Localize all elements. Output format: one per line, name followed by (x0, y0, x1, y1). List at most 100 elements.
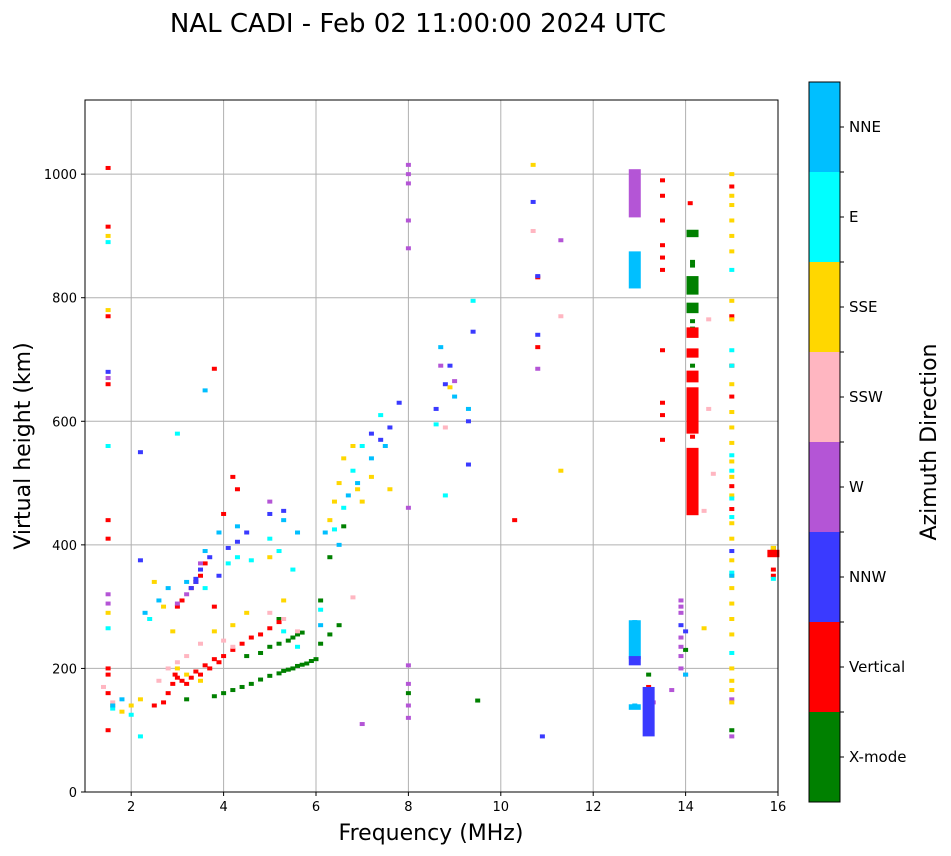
echo-point-vertical (202, 561, 208, 566)
echo-point-nnw (188, 586, 194, 591)
echo-point-w (184, 592, 190, 597)
colorbar-tick-label: X-mode (849, 748, 906, 766)
echo-point-nnw (281, 508, 287, 513)
echo-point-nne (438, 345, 444, 350)
echo-point-nnw (137, 558, 143, 563)
x-tick-label: 4 (219, 800, 227, 815)
echo-point-x-mode (230, 688, 236, 693)
chart-title: NAL CADI - Feb 02 11:00:00 2024 UTC (170, 9, 666, 39)
echo-point-vertical (729, 314, 735, 319)
echo-point-nnw (234, 539, 240, 544)
echo-point-vertical (105, 382, 111, 387)
echo-point-nnw (433, 406, 439, 411)
echo-point-nne (355, 481, 361, 486)
colorbar-label: Azimuth Direction (917, 343, 942, 540)
echo-point-e (433, 422, 439, 427)
echo-point-sse (729, 586, 735, 591)
echo-point-e (295, 644, 301, 649)
echo-point-vertical (161, 700, 167, 705)
echo-point-sse (729, 233, 735, 238)
echo-point-w (359, 722, 365, 727)
echo-point-sse (336, 481, 342, 486)
echo-point-nnw (539, 734, 545, 739)
echo-point-vertical (105, 314, 111, 319)
echo-point-vertical (193, 669, 199, 674)
echo-point-e (350, 468, 356, 473)
echo-point-nne (465, 406, 471, 411)
colorbar-segment (809, 622, 840, 712)
plot-area (100, 162, 780, 739)
echo-point-x-mode (318, 641, 324, 646)
echo-point-e (331, 527, 337, 532)
colorbar-segment (809, 442, 840, 532)
echo-point-x-mode (313, 657, 319, 662)
echo-point-ssw (174, 660, 180, 665)
echo-band-vertical (686, 327, 699, 338)
echo-point-sse (281, 598, 287, 603)
echo-point-x-mode (258, 677, 264, 682)
y-tick-label: 200 (52, 662, 77, 677)
echo-point-sse (729, 425, 735, 430)
echo-point-e (267, 536, 273, 541)
echo-point-e (105, 626, 111, 631)
echo-point-w (105, 592, 111, 597)
echo-point-vertical (216, 660, 222, 665)
echo-point-e (359, 444, 365, 448)
echo-band-vertical (686, 370, 699, 383)
echo-point-e (442, 493, 448, 498)
echo-band-vertical (686, 447, 699, 516)
echo-point-sse (729, 440, 735, 445)
echo-point-nnw (729, 549, 735, 554)
echo-point-sse (770, 545, 776, 550)
echo-point-nne (110, 703, 116, 708)
colorbar-segment (809, 532, 840, 622)
echo-point-nne (156, 598, 162, 603)
colorbar-tick-label: SSE (849, 298, 878, 316)
echo-point-vertical (105, 691, 111, 696)
echo-point-vertical (174, 604, 180, 609)
echo-point-x-mode (248, 681, 254, 686)
echo-point-nnw (535, 332, 541, 337)
echo-point-vertical (105, 728, 111, 733)
echo-point-sse (137, 697, 143, 702)
echo-point-ssw (710, 471, 716, 476)
echo-point-vertical (535, 345, 541, 350)
echo-point-nnw (678, 623, 684, 628)
echo-point-sse (174, 666, 180, 671)
echo-point-nnw (105, 369, 111, 374)
echo-point-nnw (683, 629, 689, 634)
echo-point-x-mode (281, 668, 287, 673)
echo-point-sse (230, 623, 236, 628)
echo-band-nne (628, 704, 641, 710)
echo-point-vertical (770, 567, 776, 572)
echo-point-e (110, 706, 116, 711)
echo-band-nnw (628, 656, 641, 666)
echo-point-x-mode (308, 659, 314, 664)
echo-band-x-mode (686, 229, 699, 238)
echo-point-vertical (234, 487, 240, 492)
echo-point-vertical (660, 400, 665, 405)
echo-band-x-mode (686, 302, 699, 314)
echo-band-w (628, 169, 641, 218)
echo-point-sse (729, 666, 735, 671)
echo-point-w (678, 666, 684, 671)
echo-point-ssw (184, 654, 190, 659)
y-tick-label: 800 (52, 292, 77, 307)
echo-point-sse (530, 162, 536, 167)
echo-point-x-mode (405, 691, 411, 696)
echo-point-nnw (267, 511, 273, 516)
echo-point-x-mode (304, 661, 310, 666)
echo-point-vertical (179, 598, 185, 603)
x-tick-label: 6 (312, 800, 320, 815)
colorbar: X-mode Vertical NNW W SSW SSE E NNE (808, 81, 906, 803)
echo-point-ssw (221, 638, 227, 643)
echo-point-nnw (530, 199, 536, 204)
echo-point-nne (683, 672, 689, 677)
echo-point-vertical (198, 573, 203, 578)
echo-point-e (137, 734, 143, 739)
echo-point-w (105, 601, 111, 606)
echo-point-ssw (706, 406, 712, 411)
y-tick-label: 1000 (44, 168, 77, 183)
echo-point-nnw (465, 462, 471, 467)
echo-point-x-mode (327, 555, 333, 560)
